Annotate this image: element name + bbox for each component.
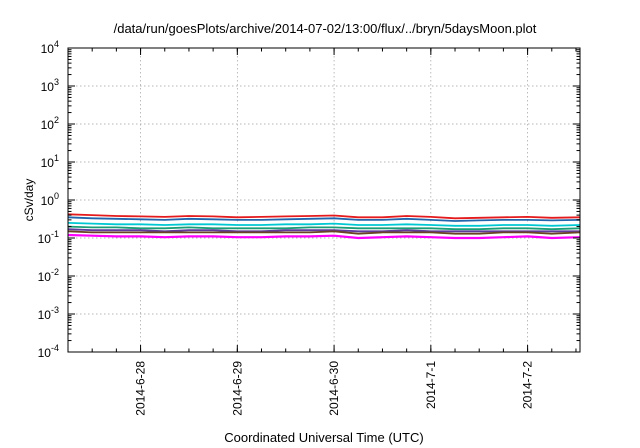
series-line-1 (67, 213, 581, 220)
x-tick-label: 2014-7-1 (424, 361, 438, 409)
x-axis: 2014-6-28 2014-6-29 2014-6-30 2014-7-1 2014-… (67, 48, 577, 416)
series-line-6 (67, 230, 581, 235)
series-line-5 (67, 228, 580, 233)
y-axis: 10-4 10-3 10-2 10-1 100 101 102 103 104 (38, 39, 580, 360)
y-tick-label: 104 (41, 39, 59, 56)
series-line-3 (67, 222, 581, 227)
series-line-7 (67, 233, 581, 240)
y-tick-label: 103 (41, 77, 59, 94)
series-line-2 (67, 216, 581, 222)
x-tick-label: 2014-7-2 (521, 361, 535, 409)
y-tick-label: 10-3 (38, 305, 59, 322)
grid-lines (68, 48, 580, 352)
x-axis-label: Coordinated Universal Time (UTC) (224, 430, 423, 445)
y-tick-label: 10-2 (38, 267, 59, 284)
y-tick-label: 102 (41, 115, 59, 132)
y-tick-label: 100 (41, 191, 59, 208)
y-tick-label: 101 (41, 153, 59, 170)
chart-title: /data/run/goesPlots/archive/2014-07-02/1… (114, 21, 537, 36)
y-tick-label: 10-1 (38, 229, 59, 246)
series-group (67, 213, 581, 240)
x-tick-label: 2014-6-30 (327, 361, 341, 416)
series-line-4 (67, 225, 581, 231)
x-tick-label: 2014-6-29 (230, 361, 244, 416)
y-axis-label: cSv/day (22, 179, 36, 222)
y-tick-label: 10-4 (38, 343, 59, 360)
x-tick-label: 2014-6-28 (134, 361, 148, 416)
